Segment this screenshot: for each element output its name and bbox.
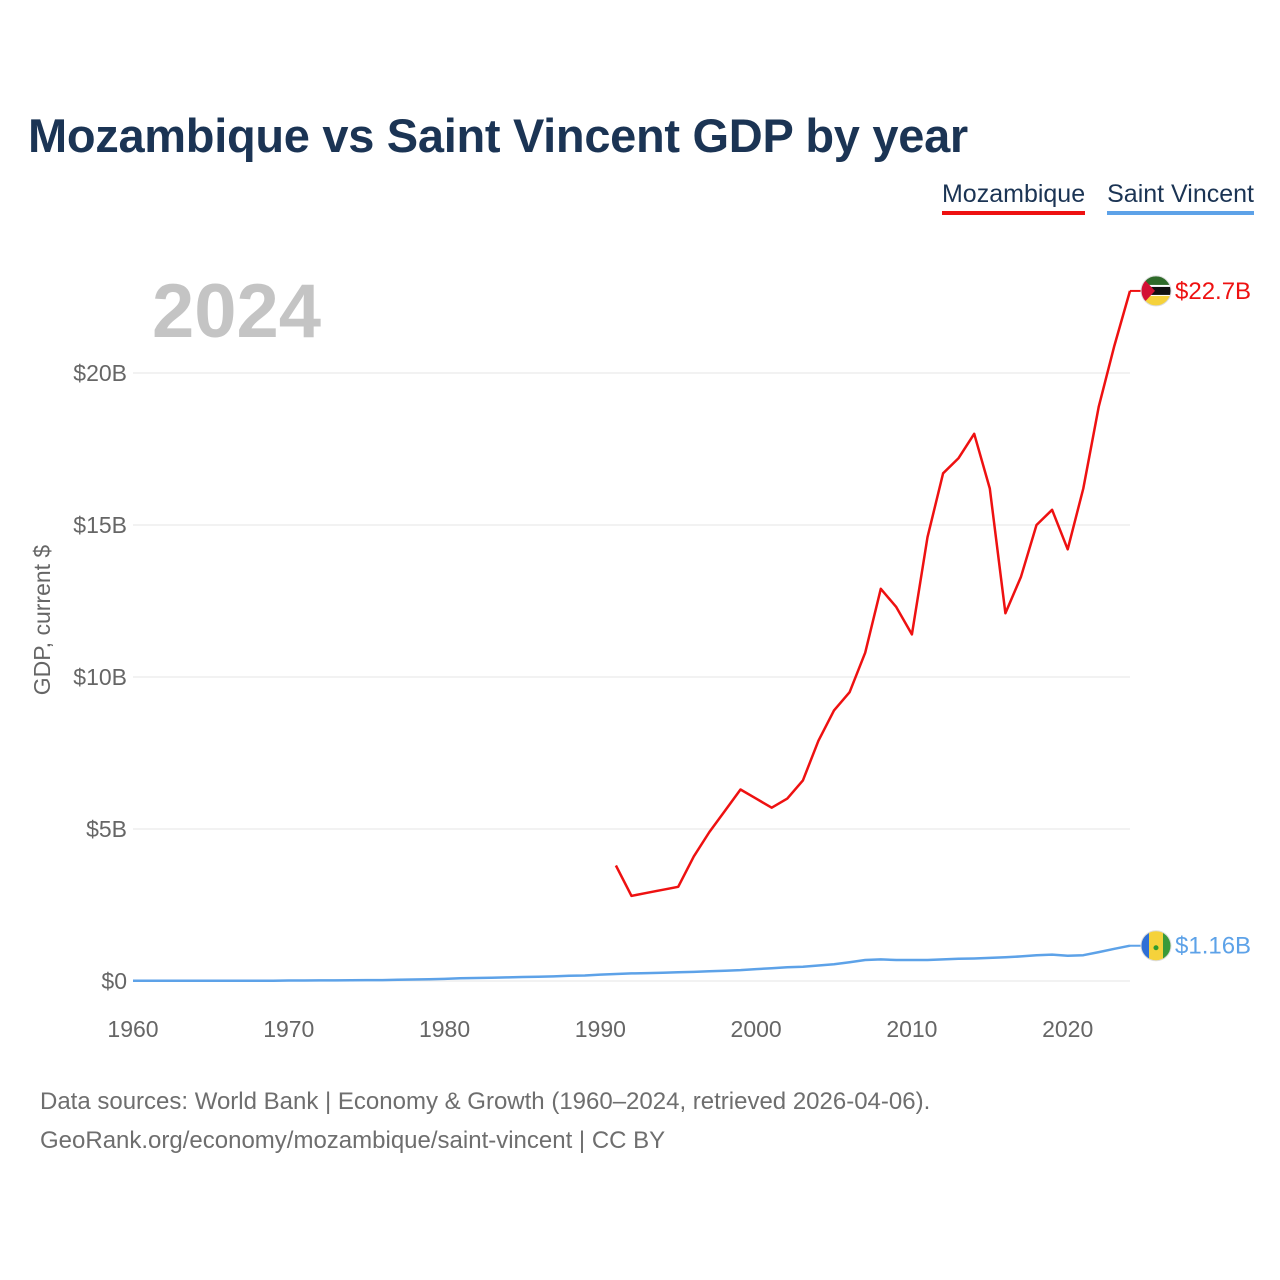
y-tick-label: $0 xyxy=(101,968,127,994)
x-tick-label: 1980 xyxy=(419,1016,470,1042)
footer: Data sources: World Bank | Economy & Gro… xyxy=(40,1082,930,1160)
x-tick-label: 1960 xyxy=(107,1016,158,1042)
mozambique-flag-icon xyxy=(1140,275,1172,307)
series-line-mozambique xyxy=(614,290,1132,898)
end-value-label-mozambique: $22.7B xyxy=(1175,278,1251,305)
y-tick-label: $5B xyxy=(86,816,127,842)
x-tick-label: 1990 xyxy=(575,1016,626,1042)
x-tick-label: 2010 xyxy=(886,1016,937,1042)
end-value-label-saint-vincent: $1.16B xyxy=(1175,933,1251,960)
y-tick-label: $20B xyxy=(73,360,127,386)
x-tick-label: 2000 xyxy=(731,1016,782,1042)
series-line-saint-vincent xyxy=(133,944,1131,982)
legend-item-mozambique[interactable]: Mozambique xyxy=(941,180,1086,215)
footer-attribution: GeoRank.org/economy/mozambique/saint-vin… xyxy=(40,1127,666,1154)
legend: Mozambique Saint Vincent xyxy=(941,180,1254,215)
y-tick-label: $15B xyxy=(73,512,127,538)
y-axis-label: GDP, current $ xyxy=(29,545,55,696)
saint-vincent-flag-icon xyxy=(1140,930,1172,962)
x-tick-label: 2020 xyxy=(1042,1016,1093,1042)
chart-title: Mozambique vs Saint Vincent GDP by year xyxy=(28,109,968,162)
legend-item-saint-vincent[interactable]: Saint Vincent xyxy=(1107,180,1254,215)
x-tick-label: 1970 xyxy=(263,1016,314,1042)
y-tick-label: $10B xyxy=(73,664,127,690)
footer-sources: Data sources: World Bank | Economy & Gro… xyxy=(40,1088,931,1115)
year-watermark: 2024 xyxy=(152,269,322,354)
